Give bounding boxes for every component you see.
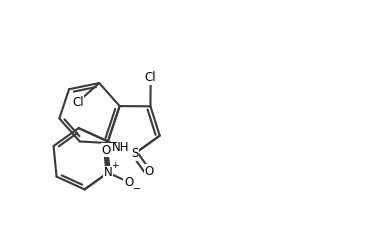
Text: −: −	[133, 184, 141, 195]
Text: −: −	[110, 138, 118, 148]
Text: N: N	[103, 166, 112, 179]
Text: O: O	[144, 165, 154, 178]
Text: NH: NH	[112, 141, 129, 154]
Text: Cl: Cl	[145, 71, 157, 84]
Text: O: O	[124, 175, 133, 188]
Text: +: +	[111, 161, 118, 170]
Text: O: O	[101, 144, 110, 157]
Text: Cl: Cl	[72, 96, 83, 109]
Text: S: S	[131, 147, 138, 160]
